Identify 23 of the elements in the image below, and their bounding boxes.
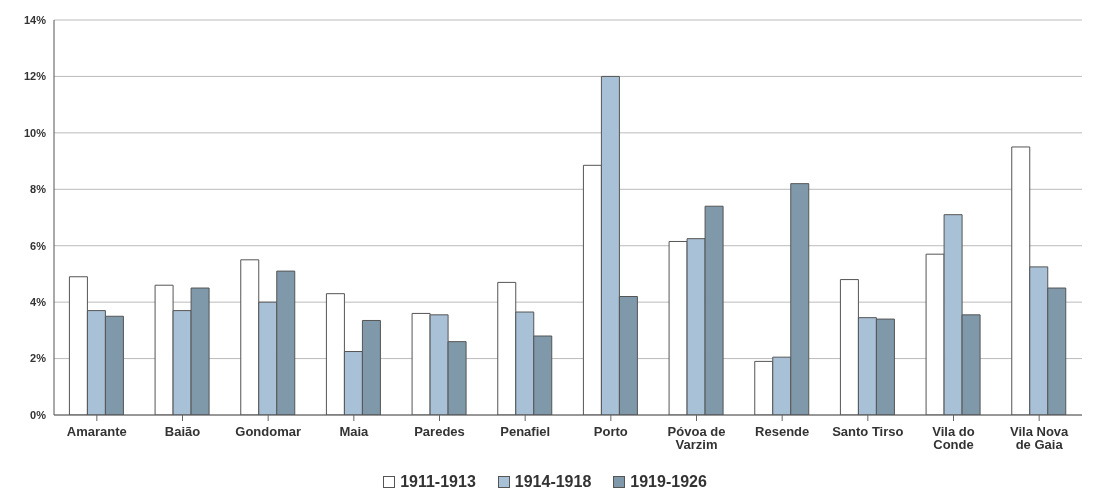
x-tick-label: Resende	[755, 424, 810, 440]
y-tick-label: 2%	[30, 352, 47, 365]
y-tick-label: 10%	[23, 126, 47, 139]
x-tick-label: Póvoa de Varzim	[667, 424, 726, 453]
x-tick-label: Penafiel	[500, 424, 551, 440]
legend-label: 1919-1926	[629, 473, 707, 491]
x-tick-label: Amarante	[66, 424, 127, 440]
x-tick-label: Maia	[339, 424, 370, 440]
y-tick-label: 6%	[30, 239, 47, 252]
x-tick-label: Santo Tirso	[832, 424, 904, 440]
x-tick-label: Baião	[164, 424, 201, 440]
x-tick-label: Vila do Conde	[932, 424, 975, 453]
x-tick-label: Paredes	[414, 424, 465, 440]
y-tick-label: 4%	[30, 296, 47, 309]
y-tick-label: 12%	[23, 70, 47, 83]
x-tick-label: Vila Nova de Gaia	[1010, 424, 1070, 453]
y-tick-label: 0%	[30, 408, 47, 421]
y-tick-label: 14%	[23, 13, 47, 26]
x-tick-label: Porto	[593, 424, 628, 440]
legend-label: 1914-1918	[513, 473, 592, 491]
legend-label: 1911-1913	[399, 473, 476, 491]
x-tick-label: Gondomar	[235, 424, 302, 440]
y-tick-label: 8%	[30, 183, 47, 196]
